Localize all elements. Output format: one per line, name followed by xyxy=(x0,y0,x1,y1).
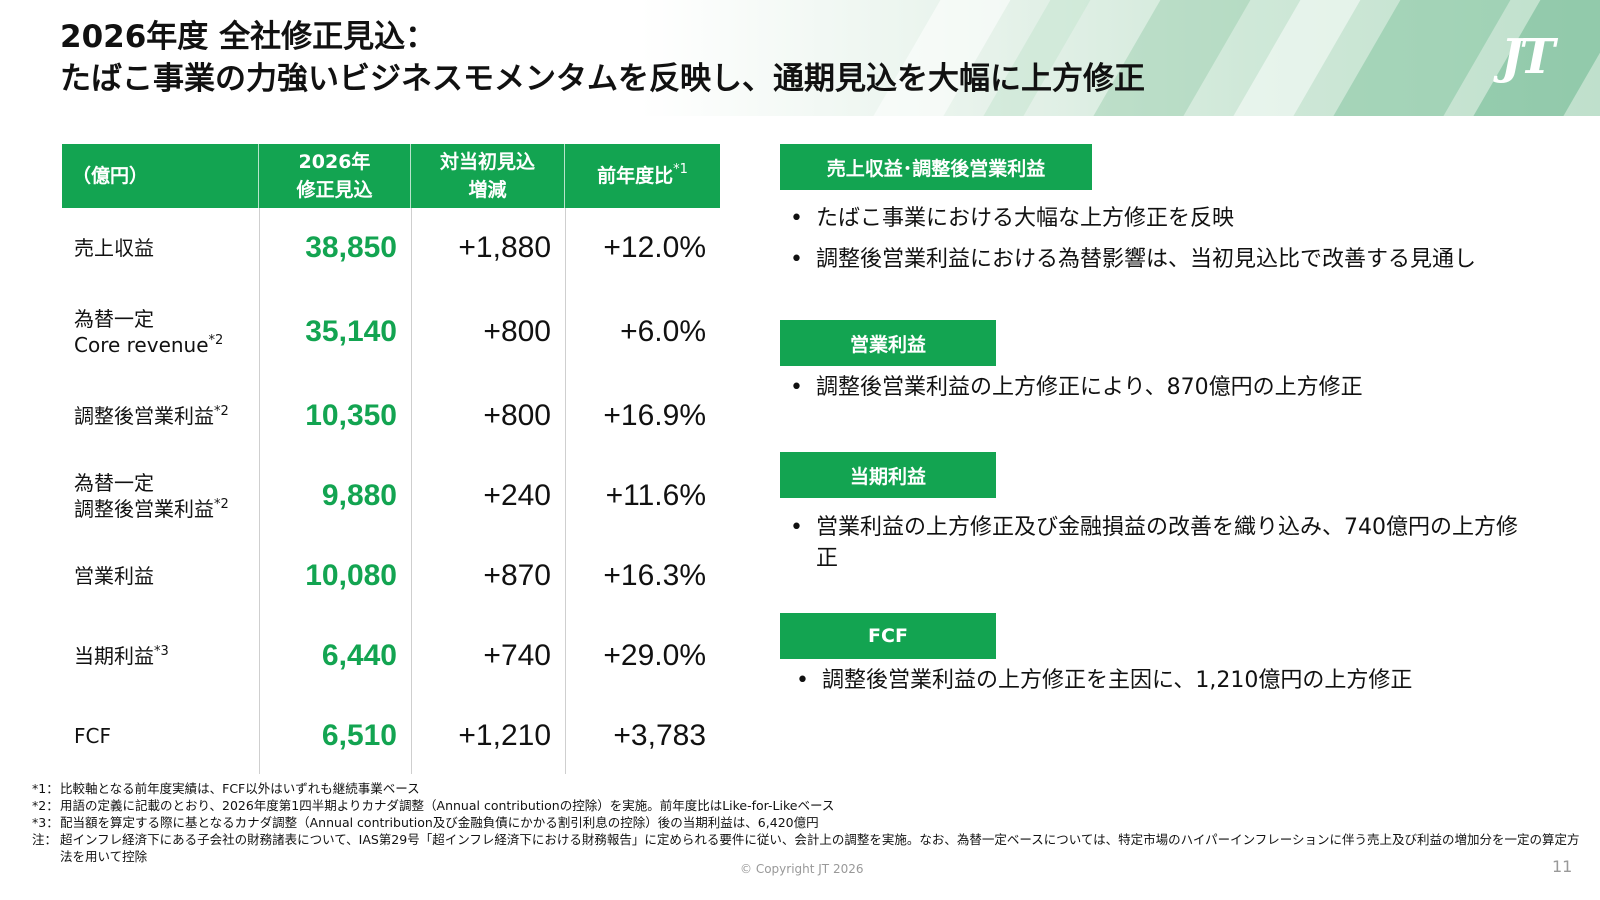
page-title: 2026年度 全社修正見込： たばこ事業の力強いビジネスモメンタムを反映し、通期… xyxy=(60,16,1145,100)
page-number: 11 xyxy=(1552,857,1573,876)
revised-value: 6,510 xyxy=(321,719,397,752)
section-tag-fcf: FCF xyxy=(780,613,996,659)
revised-value: 6,440 xyxy=(321,639,397,672)
revised-value: 38,850 xyxy=(305,231,397,264)
header-unit: （億円） xyxy=(62,144,259,208)
table-row: 当期利益*3 6,440 +740 +29.0% xyxy=(62,616,720,696)
yoy-value: +29.0% xyxy=(603,639,706,672)
revised-value: 9,880 xyxy=(321,479,397,512)
change-value: +1,880 xyxy=(458,231,551,264)
yoy-value: +6.0% xyxy=(620,315,706,348)
change-value: +870 xyxy=(483,559,551,592)
bullet-item: • 調整後営業利益の上方修正を主因に、1,210億円の上方修正 xyxy=(796,668,1413,693)
change-value: +1,210 xyxy=(458,719,551,752)
table-row: 調整後営業利益*2 10,350 +800 +16.9% xyxy=(62,376,720,456)
table-row: 為替一定 Core revenue*2 35,140 +800 +6.0% xyxy=(62,288,720,376)
footnote: 注： 超インフレ経済下にある子会社の財務諸表について、IAS第29号「超インフレ経… xyxy=(32,832,1580,864)
change-value: +800 xyxy=(483,315,551,348)
title-line-2: たばこ事業の力強いビジネスモメンタムを反映し、通期見込を大幅に上方修正 xyxy=(60,61,1145,97)
header-change-vs-initial: 対当初見込 増減 xyxy=(411,144,565,208)
forecast-table: （億円） 2026年 修正見込 対当初見込 増減 前年度比 *1 売上収益 38,85… xyxy=(62,144,720,776)
section-tag-operating-profit: 営業利益 xyxy=(780,320,996,366)
yoy-value: +3,783 xyxy=(613,719,706,752)
yoy-value: +12.0% xyxy=(603,231,706,264)
section-tag-revenue-profit: 売上収益･調整後営業利益 xyxy=(780,144,1092,190)
yoy-value: +16.9% xyxy=(603,399,706,432)
footnote: *2： 用語の定義に記載のとおり、2026年度第1四半期よりカナダ調整（Annua… xyxy=(32,798,835,813)
change-value: +240 xyxy=(483,479,551,512)
footnote: *3： 配当額を算定する際に基となるカナダ調整（Annual contributi… xyxy=(32,815,819,830)
table-header: （億円） 2026年 修正見込 対当初見込 増減 前年度比 *1 xyxy=(62,144,720,208)
bullet-item: • 調整後営業利益の上方修正により、870億円の上方修正 xyxy=(790,375,1363,400)
copyright: © Copyright JT 2026 xyxy=(740,862,864,876)
bullet-item: • たばこ事業における大幅な上方修正を反映 xyxy=(790,206,1235,231)
revised-value: 35,140 xyxy=(305,315,397,348)
change-value: +740 xyxy=(483,639,551,672)
yoy-value: +11.6% xyxy=(605,479,706,512)
header-background xyxy=(0,0,1600,116)
title-line-1: 2026年度 全社修正見込： xyxy=(60,19,437,55)
header-yoy: 前年度比 *1 xyxy=(597,162,688,187)
bullet-item: • 営業利益の上方修正及び金融損益の改善を織り込み、740億円の上方修正 xyxy=(790,515,1518,571)
yoy-value: +16.3% xyxy=(603,559,706,592)
bullet-item: • 調整後営業利益における為替影響は、当初見込比で改善する見通し xyxy=(790,247,1477,272)
table-row: 売上収益 38,850 +1,880 +12.0% xyxy=(62,208,720,288)
footnotes: *1： 比較軸となる前年度実績は、FCF以外はいずれも継続事業ベース *2： 用語の… xyxy=(32,780,1590,865)
table-body: 売上収益 38,850 +1,880 +12.0% 為替一定 Core reven… xyxy=(62,208,720,776)
header-revised-forecast: 2026年 修正見込 xyxy=(259,144,411,208)
table-row: FCF 6,510 +1,210 +3,783 xyxy=(62,696,720,776)
jt-logo: JT xyxy=(1500,29,1555,85)
change-value: +800 xyxy=(483,399,551,432)
footnote: *1： 比較軸となる前年度実績は、FCF以外はいずれも継続事業ベース xyxy=(32,781,420,796)
table-row: 為替一定 調整後営業利益*2 9,880 +240 +11.6% xyxy=(62,456,720,536)
revised-value: 10,080 xyxy=(305,559,397,592)
revised-value: 10,350 xyxy=(305,399,397,432)
section-tag-net-profit: 当期利益 xyxy=(780,452,996,498)
table-row: 営業利益 10,080 +870 +16.3% xyxy=(62,536,720,616)
